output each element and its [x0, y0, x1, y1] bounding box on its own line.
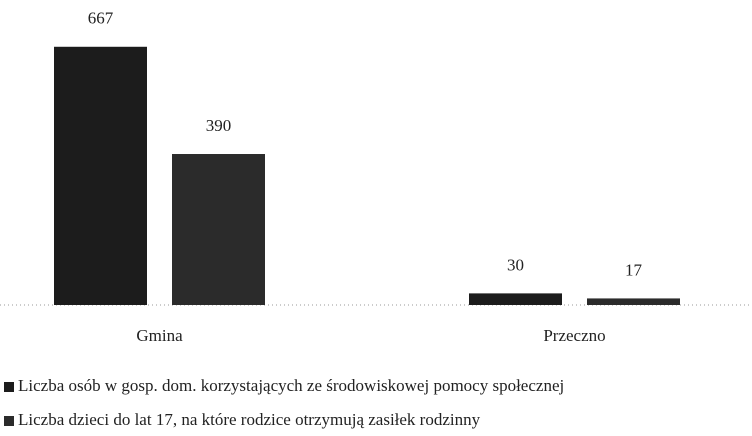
value-label: 667: [88, 9, 114, 28]
bar: [469, 293, 562, 305]
legend-label: Liczba dzieci do lat 17, na które rodzic…: [18, 410, 481, 429]
value-label: 390: [206, 116, 232, 135]
bar: [587, 298, 680, 305]
legend-swatch: [4, 382, 14, 392]
legend-swatch: [4, 416, 14, 426]
bar: [54, 46, 147, 305]
x-tick-label: Przeczno: [543, 326, 605, 345]
legend-label: Liczba osób w gosp. dom. korzystających …: [18, 376, 564, 395]
value-label: 30: [507, 255, 524, 274]
x-tick-label: Gmina: [136, 326, 183, 345]
bar: [172, 154, 265, 305]
value-label: 17: [625, 260, 643, 279]
